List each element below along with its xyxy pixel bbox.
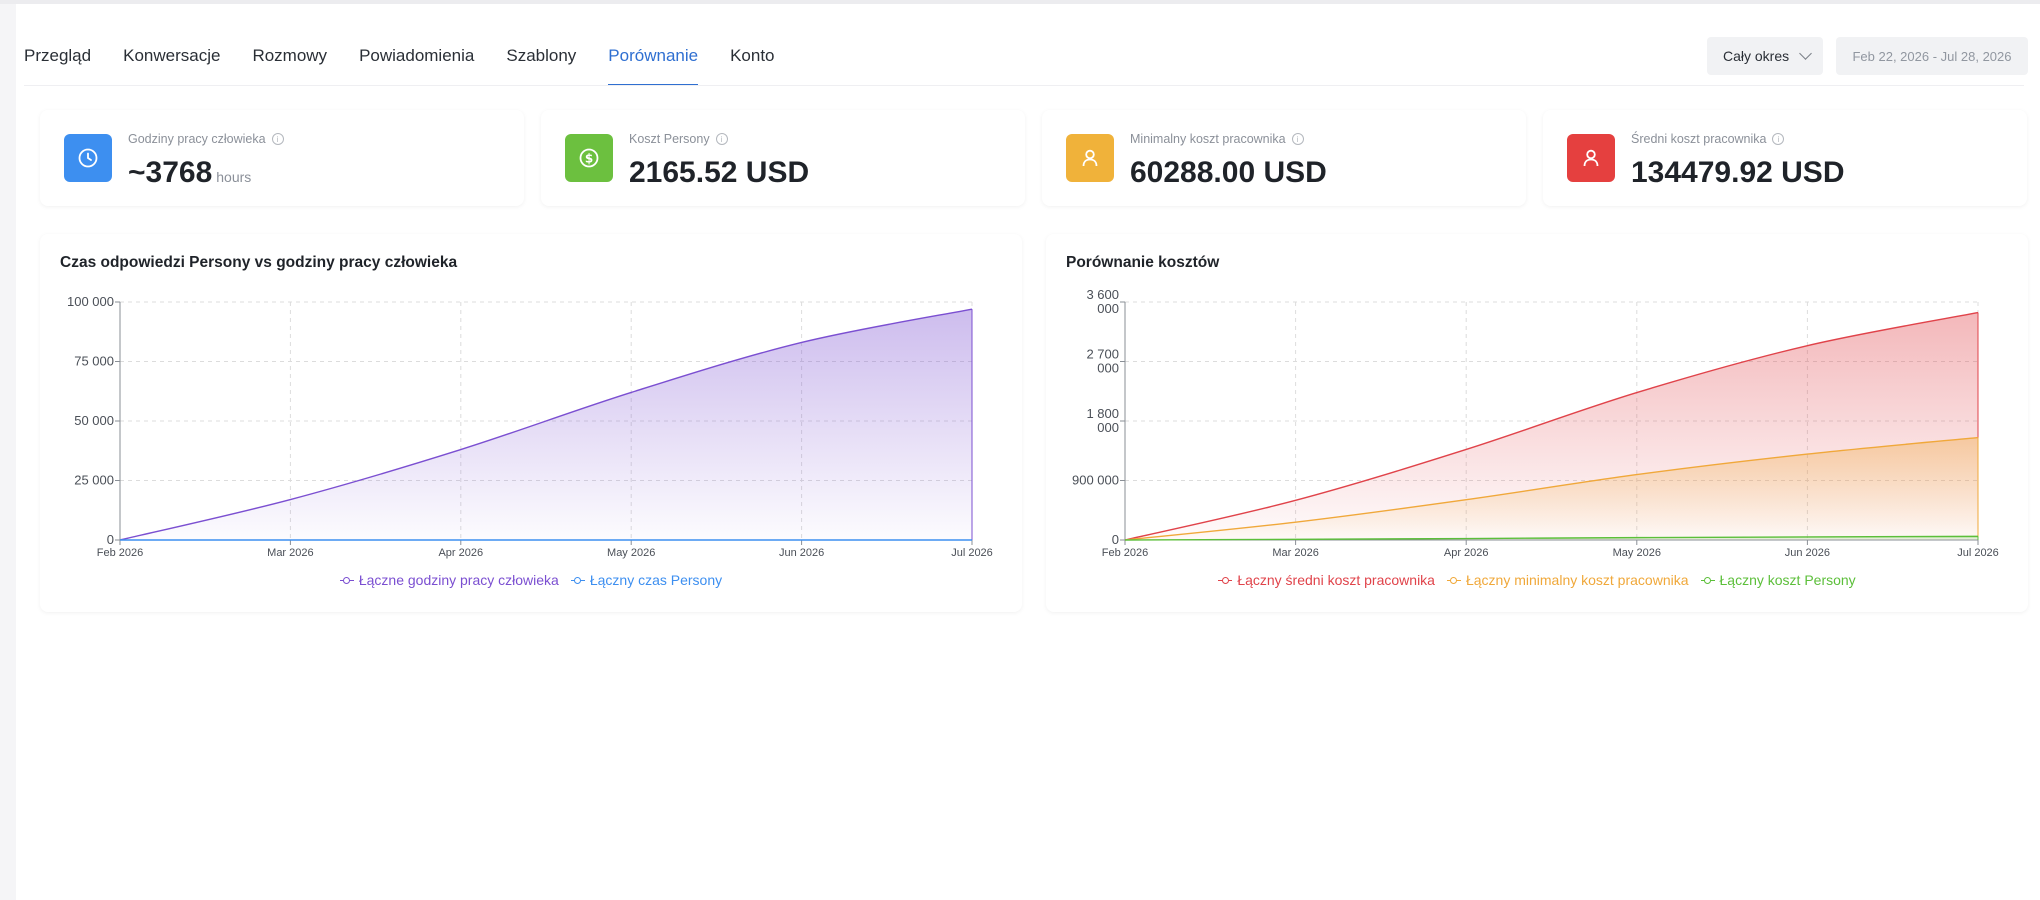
y-tick-label: 100 000 (67, 294, 114, 309)
period-select-label: Cały okres (1723, 48, 1790, 64)
user-icon (1066, 134, 1114, 182)
kpi-label-text: Godziny pracy człowieka (128, 132, 266, 146)
series-line (1124, 311, 1979, 541)
legend-item[interactable]: Łączny średni koszt pracownika (1218, 572, 1435, 588)
tab-szablony[interactable]: Szablony (506, 46, 577, 65)
date-range-label: Feb 22, 2026 - Jul 28, 2026 (1852, 48, 2012, 64)
kpi-card-min-employee-cost: Minimalny koszt pracownika i 60288.00 USD (1042, 110, 1526, 206)
chart-legend: Łączne godziny pracy człowieka Łączny cza… (40, 572, 1022, 588)
kpi-value: 2165.52 USD (629, 156, 809, 190)
kpi-label: Godziny pracy człowieka i (128, 132, 284, 146)
kpi-card-human-hours: Godziny pracy człowieka i ~3768 hours (40, 110, 524, 206)
legend-label: Łączny minimalny koszt pracownika (1465, 572, 1689, 588)
series-line (1124, 535, 1979, 541)
kpi-value-text: 2165.52 USD (629, 156, 810, 189)
tabs-divider (24, 85, 2024, 86)
y-tick-label: 2 700 000 (1086, 347, 1119, 376)
legend-marker-icon (1446, 576, 1461, 584)
chart-cost-comparison: 0 900 000 1 800 000 2 700 000 3 600 000 Feb 2026… (1072, 287, 1999, 559)
clock-icon (64, 134, 112, 182)
x-tick-label: Jul 2026 (1957, 547, 1999, 559)
dollar-icon: $ (565, 134, 613, 182)
info-icon[interactable]: i (1291, 133, 1304, 145)
series-line (119, 308, 973, 541)
info-icon[interactable]: i (715, 133, 728, 145)
series-area (1125, 437, 1978, 540)
chart-card-response-vs-hours: Czas odpowiedzi Persony vs godziny pracy… (40, 234, 1022, 612)
legend-label: Łączny koszt Persony (1719, 572, 1856, 588)
y-tick-label: 25 000 (74, 473, 114, 488)
legend-item[interactable]: Łączne godziny pracy człowieka (339, 572, 559, 588)
chart-response-vs-hours: 0 25 000 50 000 75 000 100 000 Feb 2026 Mar 20… (67, 294, 993, 559)
x-tick-label: Apr 2026 (1444, 547, 1489, 559)
period-select[interactable]: Cały okres (1707, 37, 1823, 75)
tab-powiadomienia[interactable]: Powiadomienia (359, 46, 475, 65)
legend-label: Łączny średni koszt pracownika (1237, 572, 1435, 588)
x-tick-label: Mar 2026 (267, 547, 313, 559)
kpi-value: 60288.00 USD (1130, 156, 1327, 190)
legend-item[interactable]: Łączny czas Persony (570, 572, 723, 588)
tab-porownanie[interactable]: Porównanie (608, 38, 698, 86)
tab-bar: Przegląd Konwersacje Rozmowy Powiadomien… (24, 38, 807, 86)
legend-item[interactable]: Łączny minimalny koszt pracownika (1446, 572, 1689, 588)
info-icon[interactable]: i (1772, 133, 1785, 145)
top-border (0, 0, 2040, 4)
x-tick-label: Feb 2026 (97, 547, 143, 559)
kpi-label: Minimalny koszt pracownika i (1130, 132, 1304, 146)
kpi-value: ~3768 hours (128, 156, 251, 190)
legend-marker-icon (339, 576, 354, 584)
chevron-down-icon (1799, 47, 1813, 60)
y-tick-label: 1 800 000 (1086, 406, 1119, 435)
kpi-label-text: Koszt Persony (629, 132, 710, 146)
kpi-value-text: 60288.00 USD (1130, 156, 1327, 189)
series-area (120, 309, 972, 540)
legend-marker-icon (1700, 576, 1715, 584)
y-tick-label: 900 000 (1072, 473, 1119, 488)
x-tick-label: May 2026 (1613, 547, 1661, 559)
series-line (1124, 436, 1979, 541)
kpi-value-text: 134479.92 USD (1631, 156, 1845, 189)
chart-card-cost-comparison: Porównanie kosztów 0 900 000 1 800 000 2 700… (1046, 234, 2028, 612)
x-tick-label: May 2026 (607, 547, 655, 559)
kpi-card-persona-cost: $ Koszt Persony i 2165.52 USD (541, 110, 1025, 206)
x-tick-label: Mar 2026 (1272, 547, 1318, 559)
y-tick-label: 50 000 (74, 413, 114, 428)
legend-item[interactable]: Łączny koszt Persony (1700, 572, 1856, 588)
kpi-label: Średni koszt pracownika i (1631, 132, 1785, 146)
legend-label: Łączny czas Persony (589, 572, 723, 588)
x-tick-label: Apr 2026 (438, 547, 483, 559)
legend-marker-icon (570, 576, 585, 584)
x-tick-label: Jun 2026 (779, 547, 824, 559)
x-tick-label: Jun 2026 (1785, 547, 1830, 559)
legend-label: Łączne godziny pracy człowieka (358, 572, 559, 588)
svg-text:$: $ (585, 152, 593, 166)
kpi-label-text: Średni koszt pracownika (1631, 132, 1767, 146)
legend-marker-icon (1218, 576, 1233, 584)
y-tick-label: 0 (1112, 532, 1119, 547)
tab-konwersacje[interactable]: Konwersacje (123, 46, 221, 65)
x-tick-label: Feb 2026 (1102, 547, 1148, 559)
y-tick-label: 0 (107, 532, 114, 547)
y-tick-label: 75 000 (74, 354, 114, 369)
chart-title: Porównanie kosztów (1066, 254, 1220, 271)
y-tick-label: 3 600 000 (1086, 287, 1119, 316)
tab-konto[interactable]: Konto (730, 46, 775, 65)
kpi-unit: hours (216, 169, 252, 185)
date-range-picker[interactable]: Feb 22, 2026 - Jul 28, 2026 (1836, 37, 2028, 75)
kpi-card-avg-employee-cost: Średni koszt pracownika i 134479.92 USD (1543, 110, 2027, 206)
kpi-value: 134479.92 USD (1631, 156, 1845, 190)
tab-rozmowy[interactable]: Rozmowy (252, 46, 328, 65)
chart-legend: Łączny średni koszt pracownika Łączny min… (1046, 572, 2028, 588)
chart-title: Czas odpowiedzi Persony vs godziny pracy… (60, 254, 458, 271)
user-icon (1567, 134, 1615, 182)
kpi-label: Koszt Persony i (629, 132, 728, 146)
tab-przeglad[interactable]: Przegląd (24, 46, 92, 65)
info-icon[interactable]: i (271, 133, 284, 145)
kpi-value-text: ~3768 (128, 156, 213, 189)
kpi-label-text: Minimalny koszt pracownika (1130, 132, 1286, 146)
x-tick-label: Jul 2026 (951, 547, 993, 559)
